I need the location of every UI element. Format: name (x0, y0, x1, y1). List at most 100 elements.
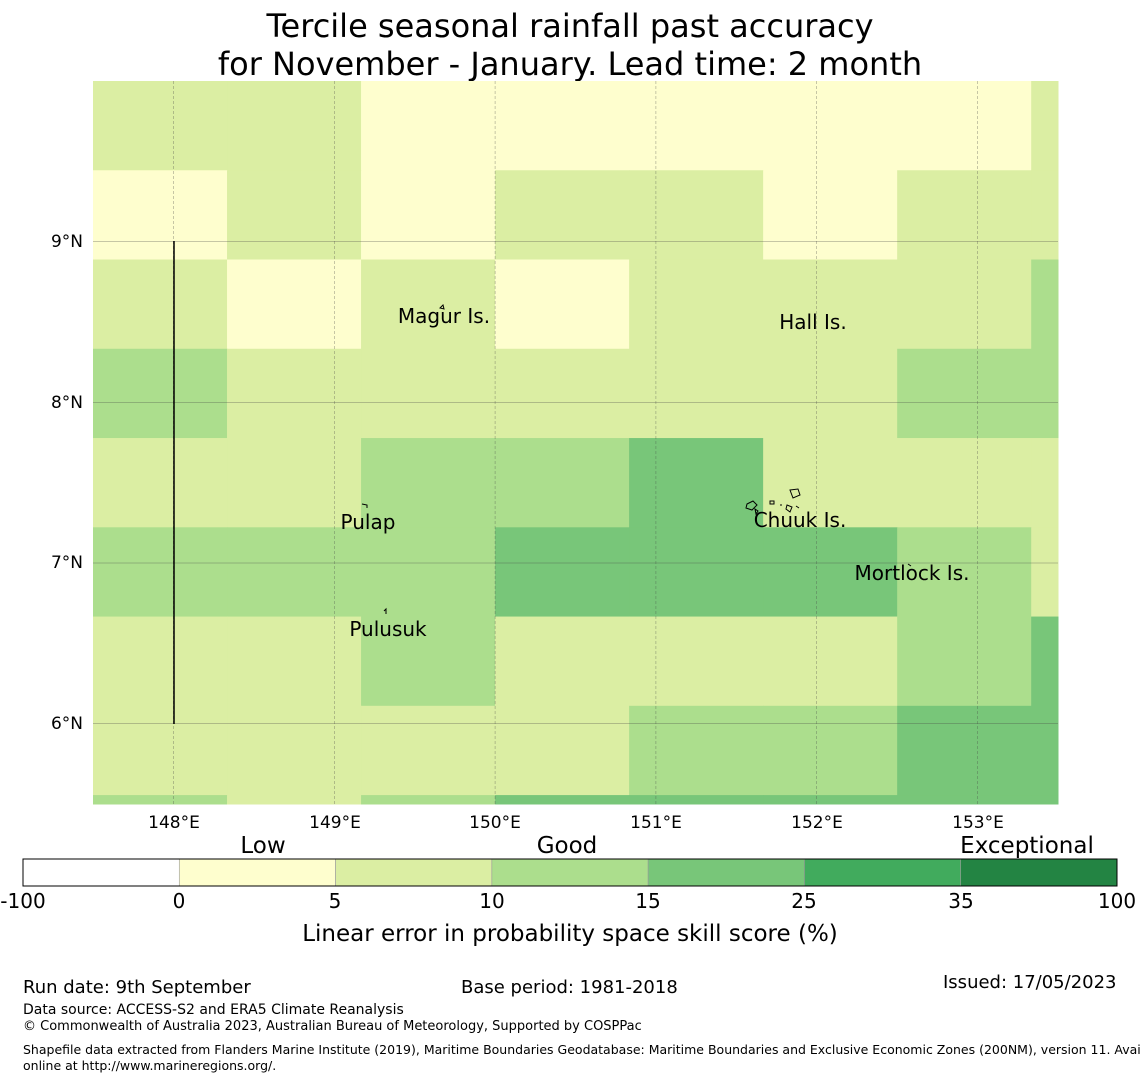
island-label-chuuk: Chuuk Is. (754, 508, 847, 532)
grid-cell (1031, 170, 1059, 261)
grid-cell (897, 616, 1032, 707)
lon-tick-label: 152°E (791, 813, 843, 833)
magur-island-shape (439, 304, 445, 310)
grid-cell (629, 348, 764, 439)
grid-cell (93, 170, 228, 261)
grid-cell (93, 259, 228, 350)
grid-cell (763, 705, 898, 796)
grid-cell (1031, 795, 1059, 805)
legend-swatch (960, 858, 1118, 887)
grid-cell (629, 438, 764, 528)
grid-cell (897, 81, 1032, 171)
legend-tick-labels: -100 0 5 10 15 25 35 100 (0, 889, 1136, 913)
grid-cell (763, 795, 898, 805)
grid-cell (629, 170, 764, 261)
grid-cell (763, 259, 898, 350)
grid-cell (361, 527, 496, 618)
grid-cell (763, 170, 898, 261)
map-figure: Magur Is. Hall Is. Pulap Chuuk Is. Mortl… (0, 81, 1136, 947)
grid-cell (361, 438, 496, 528)
grid-cell (93, 705, 228, 796)
mortlock-island-shape (907, 563, 912, 567)
graticule (93, 81, 1058, 804)
grid-cell (361, 795, 496, 805)
map-title-line1: Tercile seasonal rainfall past accuracy (266, 7, 874, 45)
grid-cell (897, 438, 1032, 528)
legend-swatch (178, 858, 336, 887)
grid-cell (93, 616, 228, 707)
grid-cell (361, 259, 496, 350)
grid-cell (897, 348, 1032, 439)
grid-cell (495, 348, 630, 439)
lon-tick-labels: 148°E 149°E 150°E 151°E 152°E 153°E (148, 813, 1004, 833)
lat-tick-label: 7°N (51, 553, 83, 573)
grid-cell (495, 81, 630, 171)
base-period: Base period: 1981-2018 (461, 977, 678, 998)
legend-tick-label: -100 (0, 889, 45, 913)
grid-cell (227, 616, 362, 707)
legend-category-good: Good (537, 833, 598, 859)
grid-cell (897, 527, 1032, 618)
legend-tick-label: 100 (1098, 889, 1136, 913)
grid-cell (629, 795, 764, 805)
pulap-island-shape (361, 503, 368, 508)
skill-score-grid (93, 81, 1059, 805)
grid-cell (227, 170, 362, 261)
grid-cell (629, 616, 764, 707)
grid-cell (93, 81, 228, 171)
shapefile-credit: Shapefile data extracted from Flanders M… (23, 1042, 1140, 1057)
island-outlines (361, 304, 912, 614)
grid-cell (227, 348, 362, 439)
island-label-magur: Magur Is. (398, 304, 490, 328)
grid-cell (897, 259, 1032, 350)
legend-swatch (491, 858, 649, 887)
legend-tick-label: 10 (479, 889, 504, 913)
legend-colorbar (22, 858, 1118, 887)
lon-tick-label: 149°E (309, 813, 361, 833)
grid-cell (763, 348, 898, 439)
grid-cell (227, 795, 362, 805)
lon-tick-label: 150°E (469, 813, 521, 833)
grid-cell (629, 527, 764, 618)
grid-cell (763, 438, 898, 528)
issued-date: Issued: 17/05/2023 (943, 972, 1117, 993)
grid-cell (227, 438, 362, 528)
data-source: Data source: ACCESS-S2 and ERA5 Climate … (23, 1002, 404, 1018)
grid-cell (227, 259, 362, 350)
grid-cell (361, 616, 496, 707)
legend-tick-label: 5 (329, 889, 342, 913)
island-label-pulap: Pulap (341, 510, 396, 534)
legend-tick-label: 0 (173, 889, 186, 913)
legend-category-exceptional: Exceptional (960, 833, 1094, 859)
legend-tick-label: 35 (948, 889, 973, 913)
grid-cell (897, 795, 1032, 805)
grid-cell (495, 527, 630, 618)
grid-cell (495, 705, 630, 796)
grid-cell (495, 259, 630, 350)
lat-tick-labels: 9°N 8°N 7°N 6°N (51, 232, 83, 734)
grid-cell (1031, 616, 1059, 707)
grid-cell (361, 170, 496, 261)
grid-cell (227, 527, 362, 618)
island-label-hall: Hall Is. (779, 310, 846, 334)
island-label-mortlock: Mortlock Is. (855, 561, 970, 585)
legend-tick-label: 15 (635, 889, 660, 913)
lon-tick-label: 151°E (630, 813, 682, 833)
lat-tick-label: 6°N (51, 714, 83, 734)
grid-cell (361, 705, 496, 796)
grid-cell (361, 81, 496, 171)
legend-category-labels: Low Good Exceptional (240, 833, 1093, 859)
grid-cell (93, 795, 228, 805)
shapefile-credit-url: online at http://www.marineregions.org/. (23, 1058, 277, 1073)
grid-cell (1031, 438, 1059, 528)
grid-cell (227, 81, 362, 171)
run-date: Run date: 9th September (23, 977, 251, 998)
grid-cell (93, 438, 228, 528)
lat-tick-label: 8°N (51, 393, 83, 413)
grid-cell (1031, 81, 1059, 171)
copyright: © Commonwealth of Australia 2023, Austra… (23, 1019, 642, 1034)
map-title-line2: for November - January. Lead time: 2 mon… (217, 45, 923, 83)
grid-cell (629, 705, 764, 796)
legend-title: Linear error in probability space skill … (302, 921, 838, 947)
grid-cell (93, 527, 228, 618)
